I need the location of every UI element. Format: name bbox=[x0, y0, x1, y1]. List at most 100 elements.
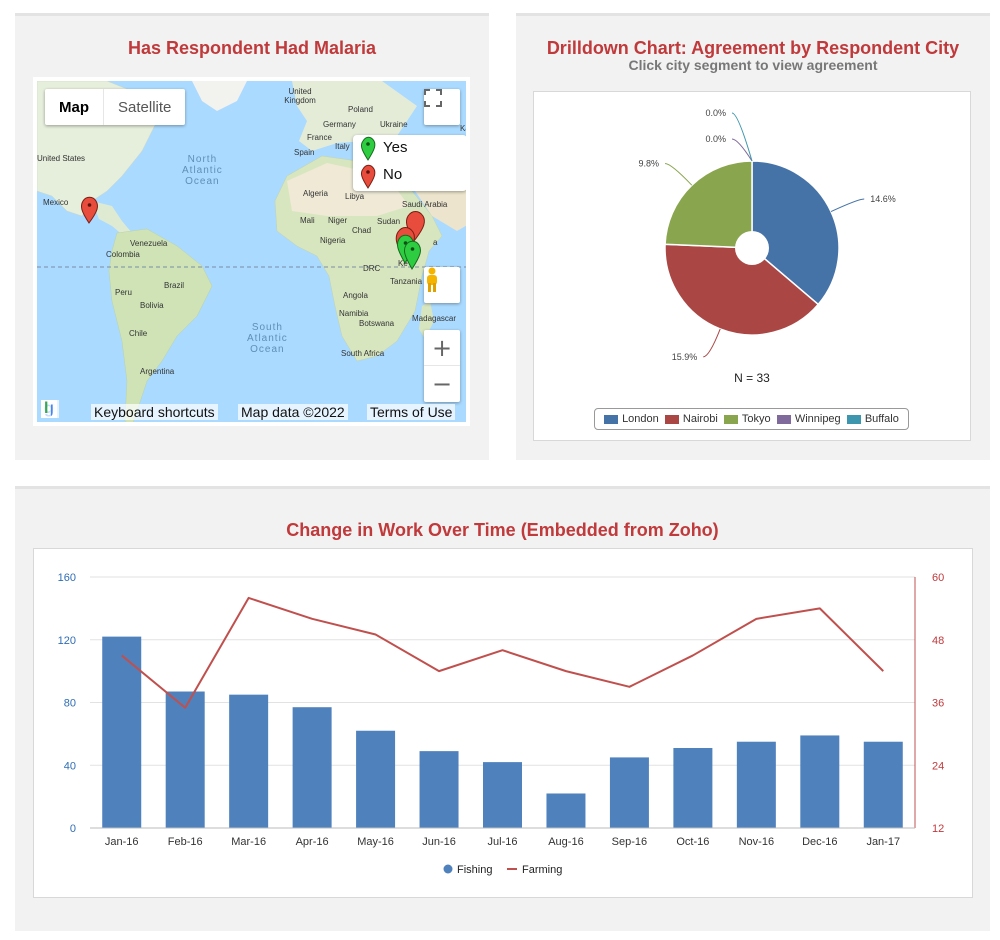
legend-no-label: No bbox=[383, 166, 403, 183]
label-k-edge: Ka bbox=[460, 124, 470, 133]
terms-of-use-link[interactable]: Terms of Use bbox=[367, 404, 456, 420]
bar-fishing-jan-16[interactable] bbox=[102, 636, 142, 828]
marker-no-mexico[interactable] bbox=[80, 196, 98, 224]
label-italy: Italy bbox=[335, 142, 350, 151]
pie-legend-nairobi[interactable]: Nairobi bbox=[664, 413, 718, 425]
label-united-kingdom: United Kingdom bbox=[284, 87, 316, 105]
legend-fishing-label: Fishing bbox=[457, 864, 492, 876]
street-view-pegman[interactable] bbox=[424, 267, 460, 303]
label-nigeria: Nigeria bbox=[320, 236, 346, 245]
x-tick-label: Jan-17 bbox=[866, 836, 900, 848]
pie-legend-label: Nairobi bbox=[682, 413, 718, 425]
pie-panel-title: Drilldown Chart: Agreement by Respondent… bbox=[546, 38, 960, 58]
label-france: France bbox=[307, 133, 332, 142]
x-tick-label: Feb-16 bbox=[168, 836, 203, 848]
label-chile: Chile bbox=[129, 329, 148, 338]
label-a-ethiopia: a bbox=[433, 238, 438, 247]
legend-yes-label: Yes bbox=[383, 139, 408, 156]
label-united-states: United States bbox=[37, 154, 86, 163]
x-tick-label: Jul-16 bbox=[488, 836, 518, 848]
map-panel-title: Has Respondent Had Malaria bbox=[127, 38, 377, 58]
map-data-attribution[interactable]: Map data ©2022 bbox=[238, 404, 348, 420]
pie-legend-swatch bbox=[664, 414, 679, 424]
label-poland: Poland bbox=[348, 105, 373, 114]
pie-legend-buffalo[interactable]: Buffalo bbox=[846, 413, 899, 425]
label-botswana: Botswana bbox=[359, 319, 395, 328]
fullscreen-button[interactable] bbox=[424, 89, 460, 125]
bar-fishing-mar-16[interactable] bbox=[229, 694, 269, 828]
combo-legend: Fishing Farming bbox=[443, 864, 562, 876]
label-tanzania: Tanzania bbox=[390, 277, 423, 286]
y-left-tick-label: 40 bbox=[64, 760, 76, 772]
map-legend: Yes No bbox=[353, 135, 466, 191]
pie-legend-swatch bbox=[846, 414, 861, 424]
pie-legend-london[interactable]: London bbox=[604, 413, 659, 425]
bar-fishing-jun-16[interactable] bbox=[419, 751, 459, 828]
y-right-tick-label: 60 bbox=[932, 572, 944, 584]
map-type-satellite-button[interactable]: Satellite bbox=[118, 98, 172, 116]
bar-fishing-aug-16[interactable] bbox=[546, 793, 586, 828]
y-left-tick-label: 160 bbox=[58, 572, 76, 584]
x-tick-label: Dec-16 bbox=[802, 836, 837, 848]
label-drc: DRC bbox=[363, 264, 381, 273]
keyboard-shortcuts-link[interactable]: Keyboard shortcuts bbox=[91, 404, 218, 420]
x-tick-label: Apr-16 bbox=[296, 836, 329, 848]
bar-fishing-oct-16[interactable] bbox=[673, 747, 713, 828]
zoom-in-button[interactable]: + bbox=[424, 330, 460, 366]
legend-fishing[interactable]: Fishing bbox=[443, 864, 493, 876]
bar-fishing-jan-17[interactable] bbox=[863, 741, 903, 828]
label-kenya: Ke bbox=[398, 259, 408, 268]
pie-legend-label: Winnipeg bbox=[794, 413, 841, 425]
y-right-tick-label: 12 bbox=[932, 823, 944, 835]
label-mexico: Mexico bbox=[43, 198, 69, 207]
work-panel-title: Change in Work Over Time (Embedded from … bbox=[286, 520, 719, 540]
zoom-out-button[interactable]: − bbox=[431, 370, 453, 398]
label-saudi-arabia: Saudi Arabia bbox=[402, 200, 448, 209]
pie-panel-subtitle: Click city segment to view agreement bbox=[628, 57, 878, 73]
map-type-map-button[interactable]: Map bbox=[45, 89, 104, 125]
bar-fishing-apr-16[interactable] bbox=[292, 707, 332, 828]
label-chad: Chad bbox=[352, 226, 372, 235]
x-tick-label: Sep-16 bbox=[612, 836, 647, 848]
pegman-icon bbox=[427, 267, 437, 292]
line-farming[interactable] bbox=[121, 596, 884, 709]
x-tick-label: Jan-16 bbox=[105, 836, 139, 848]
pie-legend-swatch bbox=[776, 414, 791, 424]
legend-fishing-marker bbox=[443, 864, 453, 874]
label-angola: Angola bbox=[343, 291, 368, 300]
x-tick-label: Oct-16 bbox=[676, 836, 709, 848]
bar-fishing-feb-16[interactable] bbox=[165, 691, 205, 828]
bar-fishing-jul-16[interactable] bbox=[483, 762, 522, 828]
label-algeria: Algeria bbox=[303, 189, 328, 198]
y-left-tick-label: 0 bbox=[70, 823, 76, 835]
label-sudan: Sudan bbox=[377, 217, 401, 226]
bar-fishing-nov-16[interactable] bbox=[736, 741, 776, 828]
legend-farming-label: Farming bbox=[522, 864, 562, 876]
map-footer: Googl Keyboard shortcuts Map data ©2022 … bbox=[37, 400, 466, 422]
marker-yes-kenya-2[interactable] bbox=[403, 240, 421, 270]
malaria-map[interactable]: United Kingdom Poland Germany Ukraine Ka… bbox=[33, 77, 470, 426]
pie-legend-label: London bbox=[622, 413, 659, 425]
pie-legend-swatch bbox=[604, 414, 619, 424]
label-south-atlantic: South Atlantic Ocean bbox=[247, 322, 288, 355]
x-tick-label: Aug-16 bbox=[548, 836, 583, 848]
bar-fishing-dec-16[interactable] bbox=[800, 735, 840, 828]
legend-farming[interactable]: Farming bbox=[507, 864, 562, 876]
label-namibia: Namibia bbox=[339, 309, 369, 318]
label-spain: Spain bbox=[294, 148, 315, 157]
label-madagascar: Madagascar bbox=[412, 314, 457, 323]
pie-legend-winnipeg[interactable]: Winnipeg bbox=[776, 413, 841, 425]
bar-fishing-sep-16[interactable] bbox=[609, 757, 649, 828]
bar-fishing-may-16[interactable] bbox=[356, 730, 396, 828]
fullscreen-icon bbox=[424, 89, 442, 107]
label-niger: Niger bbox=[328, 216, 348, 225]
pie-legend-label: Buffalo bbox=[864, 413, 899, 425]
legend-yes-marker-icon bbox=[360, 136, 376, 161]
zoom-control: + − bbox=[424, 330, 460, 402]
x-tick-label: Nov-16 bbox=[739, 836, 774, 848]
pie-legend-tokyo[interactable]: Tokyo bbox=[723, 413, 771, 425]
label-libya: Libya bbox=[345, 192, 365, 201]
label-argentina: Argentina bbox=[140, 367, 175, 376]
pie-legend: London Nairobi Tokyo Winnipeg Buffalo bbox=[594, 408, 909, 430]
